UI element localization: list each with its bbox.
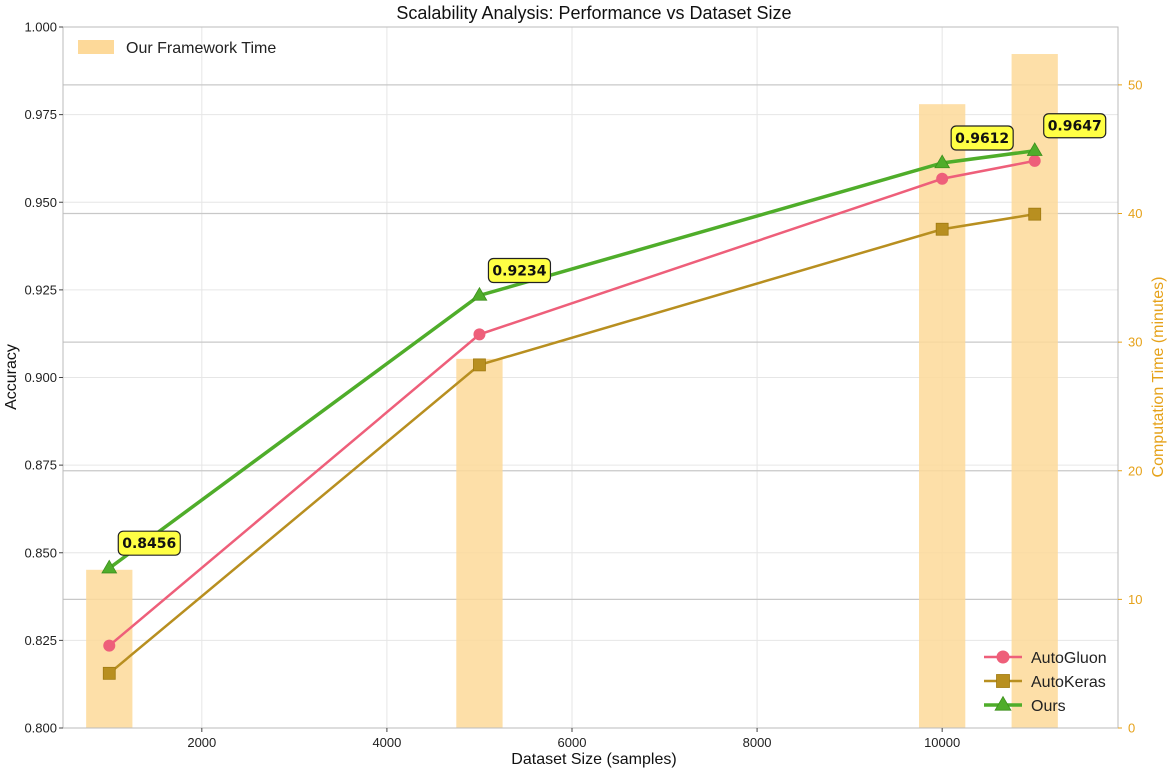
x-tick-label: 10000 (924, 735, 960, 750)
legend-bars: Our Framework Time (78, 40, 276, 57)
y2-ticks: 0 10 20 30 40 50 (1118, 77, 1142, 736)
y-ticks: 0.800 0.825 0.850 0.875 0.900 0.925 0.950 0.975… (24, 20, 63, 736)
legend-lines: AutoGluon AutoKeras Ours (984, 650, 1107, 715)
data-point-ours (101, 559, 118, 574)
y-tick-label: 0.875 (24, 458, 57, 473)
legend-marker-autogluon (996, 650, 1010, 664)
data-point-autokeras (1028, 207, 1042, 221)
annotations: 0.8456 0.9234 0.9612 0.9647 (117, 113, 1107, 556)
annotation-label: 0.8456 (122, 536, 176, 552)
y2-tick-label: 30 (1128, 335, 1142, 350)
data-point-autokeras (473, 358, 486, 372)
data-point-autogluon (1028, 154, 1041, 167)
y2-tick-label: 50 (1128, 77, 1142, 92)
legend-label-autokeras: AutoKeras (1031, 674, 1106, 691)
data-point-autogluon (936, 172, 949, 185)
annotation-box (950, 125, 1014, 151)
chart-title: Scalability Analysis: Performance vs Dat… (396, 3, 791, 23)
time-bar (919, 104, 966, 728)
data-point-ours (934, 154, 951, 169)
series-lines (101, 142, 1043, 680)
x-tick-label: 8000 (743, 735, 772, 750)
y2-tick-label: 20 (1128, 463, 1142, 478)
legend-bars-swatch (78, 40, 114, 54)
y2-tick-label: 40 (1128, 206, 1142, 221)
x-ticks: 2000 4000 6000 8000 10000 (187, 728, 960, 750)
y-tick-label: 0.900 (24, 370, 57, 385)
y-tick-label: 0.950 (24, 195, 57, 210)
time-bars (86, 54, 1058, 729)
y-axis-label: Accuracy (3, 344, 20, 410)
y-tick-label: 0.975 (24, 107, 57, 122)
legend-marker-ours (994, 695, 1012, 711)
legend-marker-autokeras (996, 674, 1010, 688)
y2-tick-label: 10 (1128, 592, 1142, 607)
data-point-autogluon (473, 328, 486, 341)
legend-label-ours: Ours (1031, 698, 1066, 715)
time-bar (456, 358, 503, 728)
series-line-ours (108, 148, 1035, 570)
y-tick-label: 0.825 (24, 633, 57, 648)
annotation-label: 0.9612 (955, 131, 1009, 147)
data-point-ours (471, 286, 488, 301)
annotation-label: 0.9647 (1048, 119, 1102, 135)
x-tick-label: 4000 (372, 735, 401, 750)
x-axis-label: Dataset Size (samples) (511, 751, 676, 768)
annotation-box (487, 257, 552, 284)
y-tick-label: 1.000 (24, 20, 57, 35)
data-point-autokeras (102, 666, 116, 680)
y2-axis-label: Computation Time (minutes) (1150, 277, 1167, 478)
series-line-autokeras (108, 212, 1035, 675)
x-tick-label: 2000 (187, 735, 216, 750)
y2-tick-label: 0 (1128, 721, 1135, 736)
data-point-autogluon (103, 639, 116, 652)
data-point-ours (1026, 142, 1043, 156)
annotation-label: 0.9234 (492, 263, 546, 279)
x-tick-label: 6000 (558, 735, 587, 750)
y-tick-label: 0.800 (24, 721, 57, 736)
y-tick-label: 0.850 (24, 545, 57, 560)
annotation-box (1043, 113, 1107, 139)
annotation-box (117, 530, 181, 556)
legend-bars-label: Our Framework Time (126, 40, 276, 57)
data-point-autokeras (935, 222, 949, 236)
legend-label-autogluon: AutoGluon (1031, 650, 1107, 667)
y-tick-label: 0.925 (24, 282, 57, 297)
series-line-autogluon (108, 159, 1035, 647)
